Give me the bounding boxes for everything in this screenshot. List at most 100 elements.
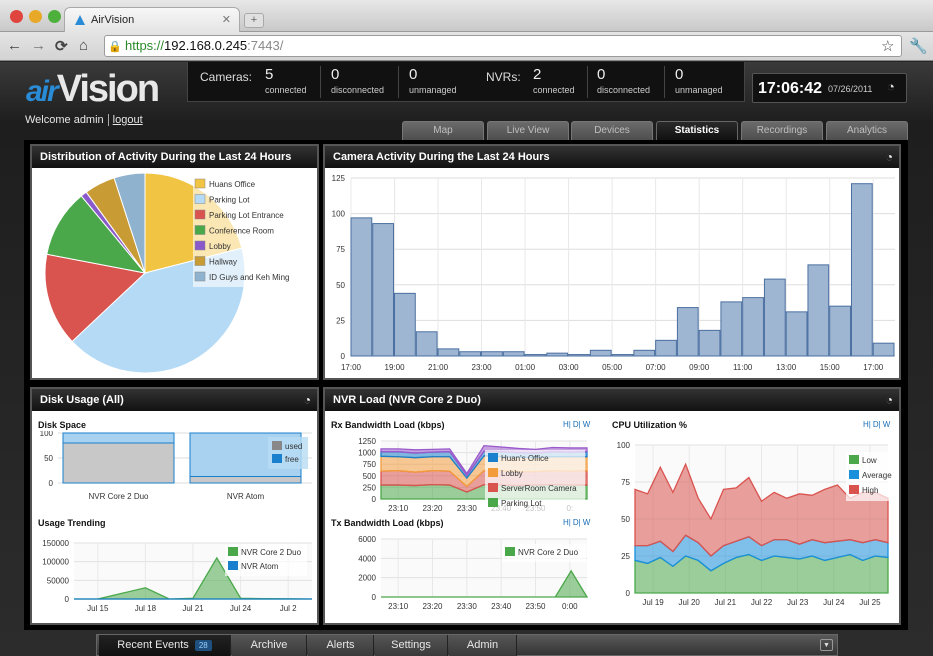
y-tick-label: 0 bbox=[49, 479, 54, 488]
range-d-button[interactable]: D bbox=[872, 420, 879, 429]
tab-close-icon[interactable]: ✕ bbox=[221, 14, 231, 26]
legend-swatch bbox=[849, 485, 859, 494]
bottom-tab-label: Recent Events bbox=[117, 639, 189, 651]
tx-bandwidth-label: Tx Bandwidth Load (kbps) bbox=[331, 518, 444, 528]
clock-time: 17:06:42 bbox=[758, 80, 823, 97]
legend-label: High bbox=[862, 486, 878, 495]
y-tick-label: 100 bbox=[332, 210, 346, 219]
x-tick-label: Jul 24 bbox=[230, 604, 252, 613]
tab-live-view[interactable]: Live View bbox=[487, 121, 569, 140]
x-tick-label: 03:00 bbox=[559, 363, 580, 372]
legend-label: ServerRoom Camera bbox=[501, 484, 577, 493]
rx-bandwidth-chart: 02505007501000125023:1023:2023:3023:4023… bbox=[358, 437, 588, 514]
x-tick-label: 0:00 bbox=[562, 602, 578, 611]
close-window-button[interactable] bbox=[10, 10, 23, 23]
tab-map[interactable]: Map bbox=[402, 121, 484, 140]
camera-activity-settings-icon[interactable]: ◔ bbox=[885, 150, 893, 164]
distribution-panel-header: Distribution of Activity During the Last… bbox=[32, 146, 317, 168]
range-h-button[interactable]: H bbox=[863, 420, 869, 429]
activity-bar bbox=[437, 348, 460, 357]
y-tick-label: 25 bbox=[336, 316, 345, 325]
pie-legend-label: Parking Lot Entrance bbox=[209, 211, 284, 220]
maximize-window-button[interactable] bbox=[48, 10, 61, 23]
clock-settings-icon[interactable]: ◔ bbox=[887, 79, 895, 94]
range-h-button[interactable]: H bbox=[563, 420, 569, 429]
disk-usage-settings-icon[interactable]: ◔ bbox=[303, 393, 311, 407]
activity-bar bbox=[350, 217, 373, 357]
tx-bandwidth-chart: 0 2000 4000 6000 23:10 23:20 23:30 23:40 23:50 0:… bbox=[358, 535, 589, 611]
home-icon[interactable]: ⌂ bbox=[79, 37, 89, 54]
tab-statistics[interactable]: Statistics bbox=[656, 121, 738, 140]
activity-bar bbox=[568, 354, 590, 357]
reload-icon[interactable]: ⟳ bbox=[55, 38, 68, 55]
cpu-utilization-chart: 0 25 50 75 100 Jul 19 Jul 20 Jul 21 Jul 22 Jul 23… bbox=[617, 441, 893, 607]
range-w-button[interactable]: W bbox=[882, 420, 891, 429]
camera-activity-panel-title: Camera Activity During the Last 24 Hours bbox=[333, 151, 550, 163]
tab-analytics[interactable]: Analytics bbox=[826, 121, 908, 140]
url-scheme: https:// bbox=[125, 38, 165, 53]
range-w-button[interactable]: W bbox=[582, 518, 591, 527]
y-tick-label: 100 bbox=[617, 441, 631, 450]
activity-bar bbox=[394, 292, 416, 357]
x-tick-label: Jul 15 bbox=[87, 604, 109, 613]
cameras-connected-label: connected bbox=[265, 85, 307, 95]
tab-recordings[interactable]: Recordings bbox=[741, 121, 823, 140]
range-h-button[interactable]: H bbox=[563, 518, 569, 527]
collapse-panel-button[interactable]: ▼ bbox=[820, 639, 833, 651]
x-tick-label: 23:20 bbox=[422, 504, 443, 513]
nvr-load-panel-header: NVR Load (NVR Core 2 Duo) ◔ bbox=[325, 389, 899, 411]
nvr-load-panel-title: NVR Load (NVR Core 2 Duo) bbox=[333, 394, 481, 406]
disk-legend-swatch bbox=[272, 441, 282, 450]
bottom-tab-settings[interactable]: Settings bbox=[375, 635, 448, 656]
bottom-tab-admin[interactable]: Admin bbox=[449, 635, 517, 656]
x-tick-label: Jul 23 bbox=[787, 598, 809, 607]
bottom-tab-recent-events[interactable]: Recent Events 28 bbox=[99, 635, 231, 656]
legend-label: NVR Core 2 Duo bbox=[241, 548, 302, 557]
back-arrow-icon[interactable]: ← bbox=[7, 37, 22, 54]
pie-legend-swatch bbox=[194, 194, 206, 204]
y-tick-label: 100 bbox=[40, 431, 54, 438]
bottom-tab-alerts[interactable]: Alerts bbox=[308, 635, 374, 656]
pie-legend-swatch bbox=[194, 209, 206, 220]
activity-bar bbox=[850, 183, 873, 357]
new-tab-button[interactable]: + bbox=[244, 13, 264, 28]
bookmark-star-icon[interactable]: ☆ bbox=[881, 38, 895, 55]
forward-arrow-icon[interactable]: → bbox=[31, 37, 46, 54]
y-tick-label: 50 bbox=[621, 515, 630, 524]
disk-bar-used bbox=[62, 442, 175, 484]
y-tick-label: 2000 bbox=[358, 574, 376, 583]
usage-trending-label: Usage Trending bbox=[38, 518, 106, 528]
wrench-icon[interactable]: 🔧 bbox=[909, 38, 928, 55]
range-d-button[interactable]: D bbox=[572, 518, 579, 527]
range-w-button[interactable]: W bbox=[582, 420, 591, 429]
x-tick-label: 15:00 bbox=[820, 363, 841, 372]
statistics-dashboard: Distribution of Activity During the Last… bbox=[24, 140, 908, 630]
legend-swatch bbox=[488, 498, 498, 507]
nvr-load-settings-icon[interactable]: ◔ bbox=[885, 393, 893, 407]
logout-link[interactable]: logout bbox=[107, 114, 143, 126]
welcome-area: Welcome admin logout bbox=[25, 114, 143, 126]
x-tick-label: Jul 2 bbox=[280, 604, 297, 613]
legend-label: Lobby bbox=[501, 469, 523, 478]
minimize-window-button[interactable] bbox=[29, 10, 42, 23]
address-bar[interactable]: 🔒 https://192.168.0.245:7443/ bbox=[104, 35, 902, 57]
bottom-tab-archive[interactable]: Archive bbox=[232, 635, 307, 656]
x-tick-label: 05:00 bbox=[602, 363, 623, 372]
browser-tab[interactable]: AirVision ✕ bbox=[64, 7, 240, 33]
disk-legend-label: used bbox=[285, 442, 302, 451]
url-host: 192.168.0.245 bbox=[164, 38, 248, 53]
airvision-favicon-icon bbox=[75, 15, 85, 25]
nvrs-disconnected-label: disconnected bbox=[597, 85, 651, 95]
cameras-label: Cameras: bbox=[200, 70, 253, 84]
pie-slice-conference-room bbox=[46, 195, 147, 274]
camera-activity-bar-chart: 0 25 50 75 100 125 17:00 19:00 21:00 23:00 01:00 03… bbox=[332, 174, 895, 372]
rx-range-selector: H| D| W bbox=[563, 420, 591, 429]
tab-devices[interactable]: Devices bbox=[571, 121, 653, 140]
range-d-button[interactable]: D bbox=[572, 420, 579, 429]
browser-toolbar: ← → ⟳ ⌂ 🔒 https://192.168.0.245:7443/ ☆ 🔧 bbox=[0, 32, 933, 61]
pie-legend-label: Parking Lot bbox=[209, 196, 250, 205]
nvr-load-panel: NVR Load (NVR Core 2 Duo) ◔ Rx Bandwidth … bbox=[323, 387, 901, 625]
x-tick-label: NVR Atom bbox=[227, 492, 265, 501]
y-tick-label: 0 bbox=[65, 595, 70, 604]
legend-swatch bbox=[505, 547, 515, 556]
